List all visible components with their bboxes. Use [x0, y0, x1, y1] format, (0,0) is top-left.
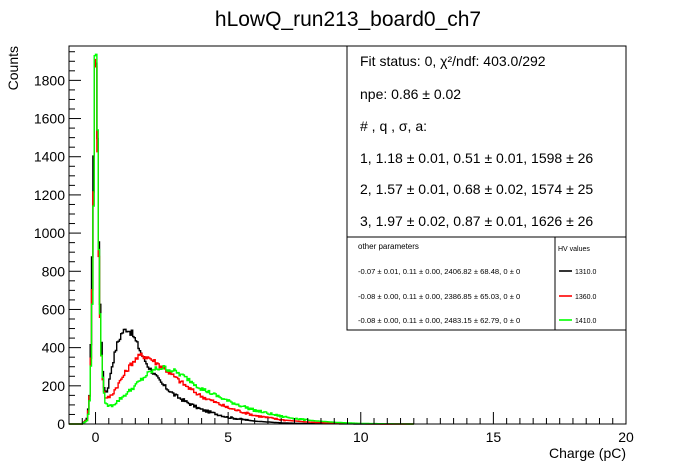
legend-left-header: other parameters [358, 242, 419, 251]
x-tick-label: 15 [486, 429, 502, 445]
x-tick-label: 0 [92, 429, 100, 445]
x-tick-label: 10 [353, 429, 369, 445]
y-axis-label: Counts [5, 46, 21, 90]
y-tick-label: 1200 [34, 187, 65, 203]
legend-params: -0.08 ± 0.00, 0.11 ± 0.00, 2386.85 ± 65.… [358, 292, 520, 301]
fit-box-line: 1, 1.18 ± 0.01, 0.51 ± 0.01, 1598 ± 26 [360, 150, 593, 166]
chart-title: hLowQ_run213_board0_ch7 [215, 8, 481, 31]
legend-params: -0.08 ± 0.00, 0.11 ± 0.00, 2483.15 ± 62.… [358, 316, 520, 325]
y-tick-label: 0 [57, 416, 65, 432]
fit-results-box: Fit status: 0, χ²/ndf: 403.0/292 npe: 0.8… [346, 45, 627, 238]
fit-box-line: Fit status: 0, χ²/ndf: 403.0/292 [360, 53, 546, 69]
legend-right-header: HV values [558, 246, 590, 253]
legend-hv: 1410.0 [575, 318, 597, 325]
legend-hv: 1360.0 [575, 294, 597, 301]
fit-box-line: npe: 0.86 ± 0.02 [360, 86, 461, 102]
fit-box-line: 2, 1.57 ± 0.01, 0.68 ± 0.02, 1574 ± 25 [360, 181, 593, 197]
y-tick-label: 1400 [34, 149, 65, 165]
y-tick-label: 1000 [34, 225, 65, 241]
x-tick-label: 20 [618, 429, 634, 445]
y-tick-label: 800 [42, 263, 66, 279]
legend-params: -0.07 ± 0.01, 0.11 ± 0.00, 2406.82 ± 68.… [358, 267, 520, 276]
fit-box-line: 3, 1.97 ± 0.02, 0.87 ± 0.01, 1626 ± 26 [360, 213, 593, 229]
y-tick-label: 600 [42, 301, 66, 317]
x-tick-label: 5 [224, 429, 232, 445]
legend: other parameters HV values -0.07 ± 0.01, 0… [346, 236, 627, 331]
y-tick-label: 400 [42, 340, 66, 356]
series-line-1360.0 [69, 58, 414, 425]
legend-frame [346, 236, 627, 331]
x-axis-label: Charge (pC) [549, 445, 626, 461]
y-tick-label: 1600 [34, 111, 65, 127]
y-tick-label: 1800 [34, 72, 65, 88]
y-tick-label: 200 [42, 378, 66, 394]
fit-box-frame [346, 45, 627, 238]
axes: 0 5 10 15 2002004006008001000120014001600180… [34, 45, 634, 445]
fit-box-line: # , q , σ, a: [360, 118, 427, 134]
legend-hv: 1310.0 [575, 269, 597, 276]
